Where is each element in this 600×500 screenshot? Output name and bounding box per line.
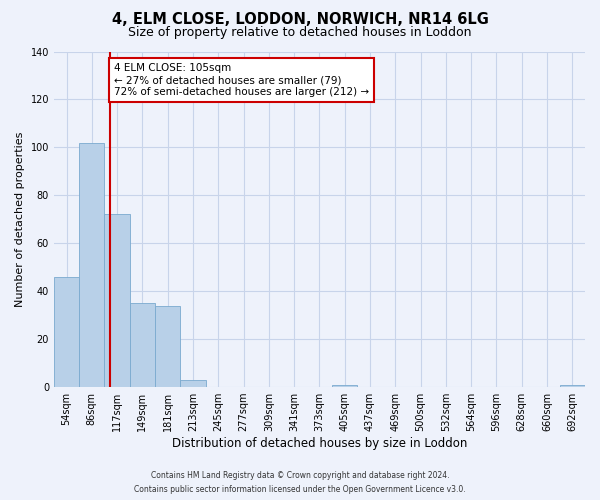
Bar	[130, 303, 155, 387]
Bar	[104, 214, 130, 387]
Bar	[54, 277, 79, 387]
Bar	[79, 142, 104, 387]
Text: 4 ELM CLOSE: 105sqm
← 27% of detached houses are smaller (79)
72% of semi-detach: 4 ELM CLOSE: 105sqm ← 27% of detached ho…	[114, 64, 369, 96]
Text: Contains HM Land Registry data © Crown copyright and database right 2024.
Contai: Contains HM Land Registry data © Crown c…	[134, 472, 466, 494]
Text: Size of property relative to detached houses in Loddon: Size of property relative to detached ho…	[128, 26, 472, 39]
Bar	[181, 380, 206, 387]
Bar	[332, 384, 358, 387]
Bar	[560, 384, 585, 387]
X-axis label: Distribution of detached houses by size in Loddon: Distribution of detached houses by size …	[172, 437, 467, 450]
Text: 4, ELM CLOSE, LODDON, NORWICH, NR14 6LG: 4, ELM CLOSE, LODDON, NORWICH, NR14 6LG	[112, 12, 488, 28]
Y-axis label: Number of detached properties: Number of detached properties	[15, 132, 25, 307]
Bar	[155, 306, 181, 387]
